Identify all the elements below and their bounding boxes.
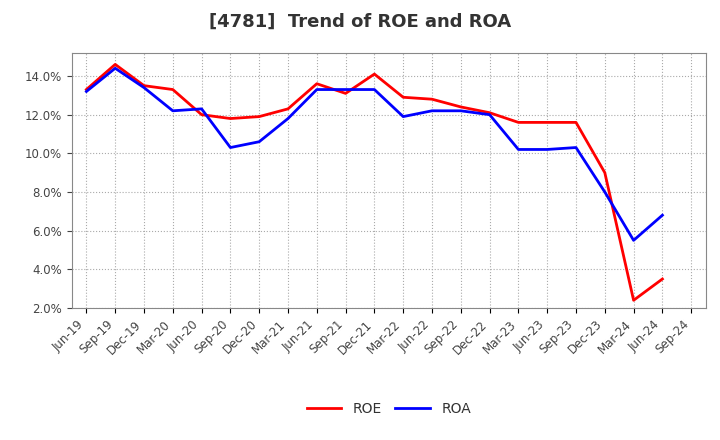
ROE	[600, 170, 609, 175]
ROE	[370, 71, 379, 77]
ROA	[572, 145, 580, 150]
ROE	[658, 276, 667, 282]
ROA	[514, 147, 523, 152]
ROA	[312, 87, 321, 92]
ROE	[140, 83, 148, 88]
ROE	[543, 120, 552, 125]
ROA	[284, 116, 292, 121]
ROE	[485, 110, 494, 115]
ROE	[197, 112, 206, 117]
ROE	[399, 95, 408, 100]
ROA	[197, 106, 206, 111]
ROA	[226, 145, 235, 150]
ROE	[456, 104, 465, 110]
ROE	[284, 106, 292, 111]
ROA	[341, 87, 350, 92]
Text: [4781]  Trend of ROE and ROA: [4781] Trend of ROE and ROA	[209, 13, 511, 31]
ROA	[255, 139, 264, 144]
ROE	[255, 114, 264, 119]
ROE	[428, 96, 436, 102]
ROA	[140, 85, 148, 90]
ROA	[629, 238, 638, 243]
ROA	[543, 147, 552, 152]
ROE	[168, 87, 177, 92]
ROE	[341, 91, 350, 96]
ROE	[226, 116, 235, 121]
ROA	[428, 108, 436, 114]
ROA	[485, 112, 494, 117]
ROA	[399, 114, 408, 119]
Line: ROE: ROE	[86, 64, 662, 300]
ROA	[456, 108, 465, 114]
Legend: ROE, ROA: ROE, ROA	[301, 396, 477, 422]
ROE	[312, 81, 321, 86]
ROE	[82, 87, 91, 92]
ROA	[82, 89, 91, 94]
ROA	[600, 189, 609, 194]
ROE	[111, 62, 120, 67]
ROE	[572, 120, 580, 125]
ROE	[629, 297, 638, 303]
ROA	[370, 87, 379, 92]
Line: ROA: ROA	[86, 68, 662, 240]
ROE	[514, 120, 523, 125]
ROA	[658, 213, 667, 218]
ROA	[168, 108, 177, 114]
ROA	[111, 66, 120, 71]
